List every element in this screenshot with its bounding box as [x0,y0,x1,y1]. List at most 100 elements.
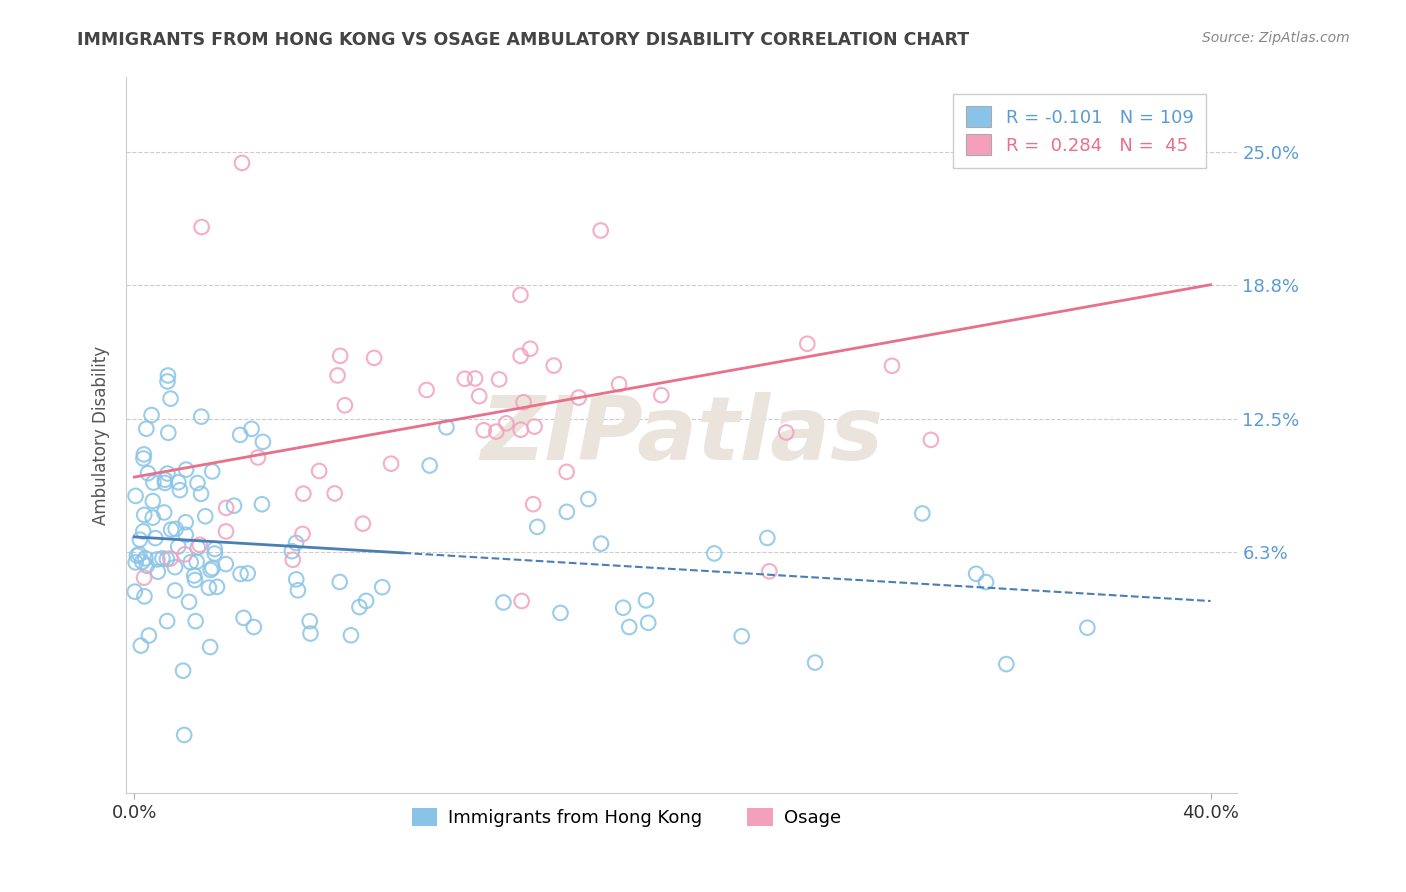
Point [132,571,155,585]
Point [454,372,477,386]
Point [134,508,156,522]
Point [804,656,827,670]
Point [190,409,212,424]
Point [1076,621,1098,635]
Point [756,531,779,545]
Point [159,551,181,566]
Point [509,288,531,302]
Point [419,458,441,473]
Point [522,497,544,511]
Point [215,500,238,515]
Point [174,515,197,529]
Point [174,462,197,476]
Point [183,568,205,582]
Point [190,220,212,235]
Point [184,573,207,587]
Point [285,572,308,586]
Point [240,422,263,436]
Point [172,664,194,678]
Point [512,395,534,409]
Point [163,560,186,574]
Point [142,475,165,490]
Point [159,392,181,406]
Point [287,583,309,598]
Point [354,594,377,608]
Point [519,342,541,356]
Point [204,542,226,557]
Point [292,486,315,500]
Point [167,475,190,490]
Point [205,580,228,594]
Point [232,611,254,625]
Point [156,467,179,481]
Point [190,487,212,501]
Point [124,489,146,503]
Point [125,556,148,570]
Point [200,563,222,577]
Point [153,505,176,519]
Point [174,527,197,541]
Point [201,465,224,479]
Text: Source: ZipAtlas.com: Source: ZipAtlas.com [1202,31,1350,45]
Point [136,467,159,481]
Point [380,457,402,471]
Point [165,522,187,536]
Point [160,523,183,537]
Point [550,606,572,620]
Point [308,464,330,478]
Point [509,423,531,437]
Point [236,566,259,581]
Point [132,524,155,539]
Point [880,359,903,373]
Point [250,497,273,511]
Point [198,581,221,595]
Point [555,465,578,479]
Point [488,372,510,386]
Point [173,728,195,742]
Point [152,551,174,566]
Point [143,531,166,545]
Text: ZIPatlas: ZIPatlas [481,392,883,479]
Point [291,527,314,541]
Point [619,620,641,634]
Point [204,547,226,561]
Point [135,558,157,573]
Point [965,566,987,581]
Text: IMMIGRANTS FROM HONG KONG VS OSAGE AMBULATORY DISABILITY CORRELATION CHART: IMMIGRANTS FROM HONG KONG VS OSAGE AMBUL… [77,31,970,49]
Point [995,657,1018,672]
Point [246,450,269,465]
Point [186,476,208,491]
Point [188,538,211,552]
Point [637,615,659,630]
Point [468,389,491,403]
Point [568,391,591,405]
Point [156,375,179,389]
Point [165,583,187,598]
Point [731,629,754,643]
Point [125,549,148,563]
Point [215,557,238,571]
Point [775,425,797,440]
Point [134,551,156,566]
Point [128,547,150,561]
Point [523,419,546,434]
Point [129,639,152,653]
Point [187,541,209,555]
Point [333,398,356,412]
Point [920,433,942,447]
Point [298,614,321,628]
Point [758,564,780,578]
Point [198,640,221,654]
Point [285,536,308,550]
Point [526,520,548,534]
Point [184,614,207,628]
Point [555,505,578,519]
Point [222,499,245,513]
Point [252,434,274,449]
Point [186,555,208,569]
Point [464,371,486,385]
Point [281,544,304,558]
Point [492,595,515,609]
Point [509,349,531,363]
Point [299,626,322,640]
